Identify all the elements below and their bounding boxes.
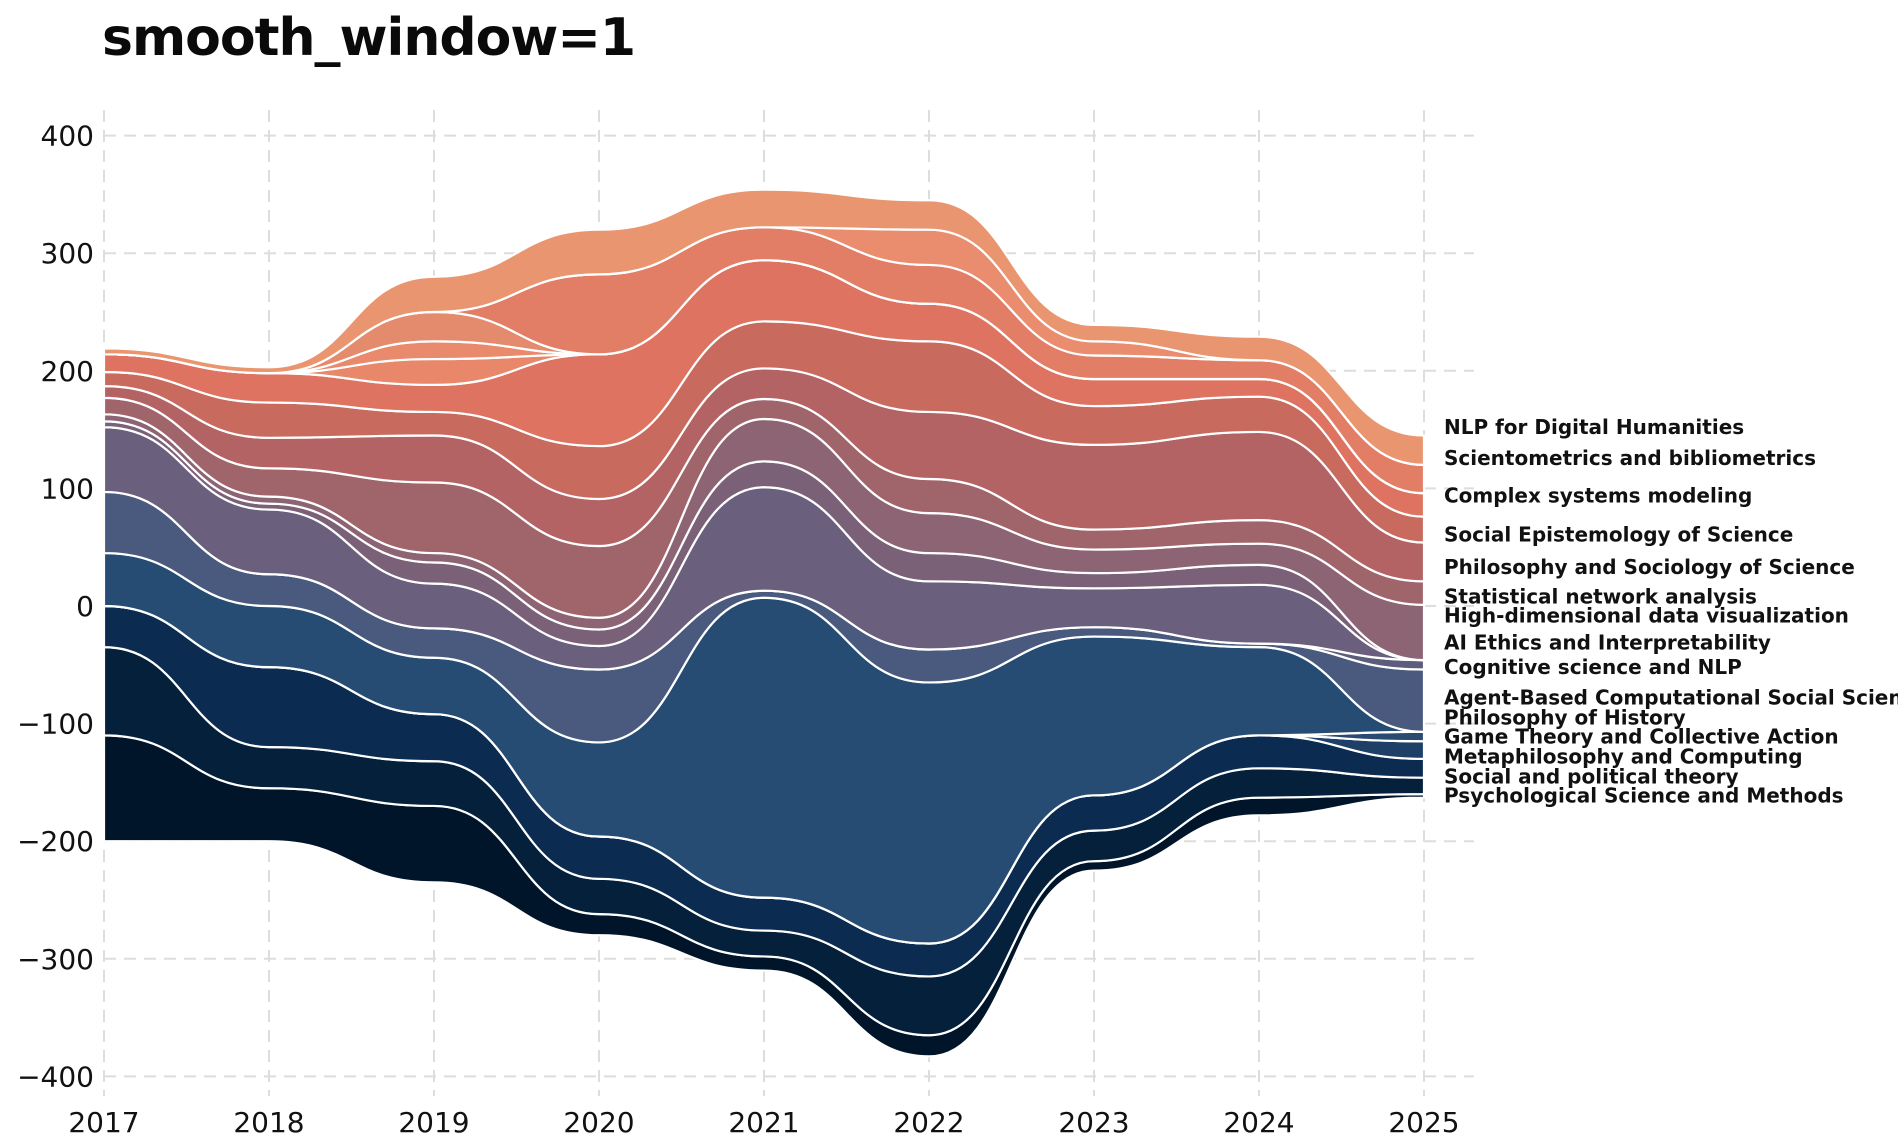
legend-label: Philosophy of History	[1444, 706, 1686, 730]
legend-label: AI Ethics and Interpretability	[1444, 630, 1771, 654]
x-axis-ticks: 2017 2018 2019 2020 2021 2022 2023 2024 2025	[68, 1106, 1459, 1139]
legend-label: Social Epistemology of Science	[1444, 522, 1793, 546]
x-tick-label: 2018	[233, 1106, 304, 1139]
legend-label: Cognitive science and NLP	[1444, 655, 1742, 679]
y-tick-label: 300	[41, 237, 94, 270]
x-tick-label: 2025	[1388, 1106, 1459, 1139]
y-tick-label: −200	[17, 825, 94, 858]
legend-label: Metaphilosophy and Computing	[1444, 745, 1803, 769]
legend-label: Social and political theory	[1444, 765, 1739, 789]
legend-label: Scientometrics and bibliometrics	[1444, 446, 1816, 470]
y-axis-ticks: 400 300 200 100 0 −100 −200 −300 −400	[17, 120, 94, 1094]
legend-label: Complex systems modeling	[1444, 483, 1752, 507]
legend-label: Agent-Based Computational Social Science	[1444, 686, 1898, 710]
y-tick-label: 200	[41, 355, 94, 388]
x-tick-label: 2021	[728, 1106, 799, 1139]
x-tick-label: 2024	[1223, 1106, 1294, 1139]
x-tick-label: 2022	[893, 1106, 964, 1139]
x-tick-label: 2019	[398, 1106, 469, 1139]
y-tick-label: −300	[17, 943, 94, 976]
legend-label: Psychological Science and Methods	[1444, 783, 1844, 807]
y-tick-label: −100	[17, 708, 94, 741]
stream-layers	[102, 188, 1426, 1058]
legend-label: Statistical network analysis	[1444, 585, 1757, 609]
stream-layer-20	[102, 188, 1426, 466]
legend-label: Game Theory and Collective Action	[1444, 725, 1839, 749]
chart-title: smooth_window=1	[102, 8, 636, 68]
stream-legend: NLP for Digital Humanities Scientometrics…	[1444, 415, 1898, 807]
x-tick-label: 2020	[563, 1106, 634, 1139]
legend-label: Philosophy and Sociology of Science	[1444, 555, 1855, 579]
y-tick-label: −400	[17, 1060, 94, 1093]
y-tick-label: 100	[41, 472, 94, 505]
x-tick-label: 2023	[1058, 1106, 1129, 1139]
y-tick-label: 0	[76, 590, 94, 623]
x-tick-label: 2017	[68, 1106, 139, 1139]
y-tick-label: 400	[41, 120, 94, 153]
legend-label: High-dimensional data visualization	[1444, 603, 1849, 627]
legend-label: NLP for Digital Humanities	[1444, 415, 1744, 439]
